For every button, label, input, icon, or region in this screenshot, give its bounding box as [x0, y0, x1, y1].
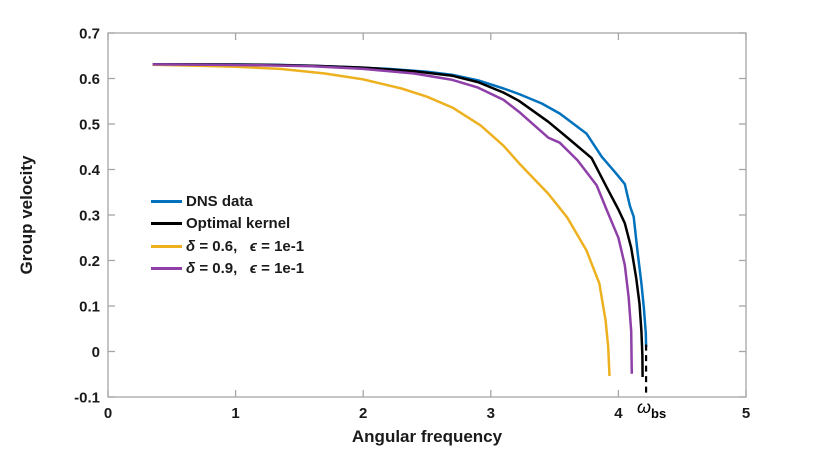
legend-swatch [151, 199, 182, 203]
legend-swatch [151, 267, 182, 271]
omega-subscript: bs [651, 406, 667, 421]
legend-item: Optimal kernel [151, 213, 304, 236]
x-tick-label: 1 [231, 405, 239, 422]
y-axis-label: Group velocity [17, 155, 36, 275]
x-tick-label: 3 [487, 405, 495, 422]
y-tick-label: -0.1 [74, 390, 100, 407]
y-tick-label: 0.1 [79, 299, 100, 316]
y-tick-label: 0 [92, 344, 100, 361]
x-tick-label: 0 [104, 405, 112, 422]
legend: DNS data Optimal kernel δ = 0.6, ϵ = 1e-1 δ… [151, 190, 304, 280]
x-tick-label: 4 [614, 405, 623, 422]
legend-swatch [151, 244, 182, 248]
x-tick-label: 2 [359, 405, 367, 422]
y-tick-label: 0.7 [79, 26, 100, 43]
omega-bs-annotation: ωbs [637, 397, 666, 421]
legend-swatch [151, 222, 182, 226]
x-tick-label: 5 [742, 405, 750, 422]
legend-label: Optimal kernel [186, 215, 291, 233]
omega-symbol: ω [637, 397, 652, 417]
legend-label: δ = 0.9, ϵ = 1e-1 [186, 260, 305, 278]
legend-label: δ = 0.6, ϵ = 1e-1 [186, 237, 305, 255]
y-tick-label: 0.3 [79, 208, 100, 225]
y-tick-label: 0.6 [79, 71, 100, 88]
y-tick-label: 0.4 [79, 162, 101, 179]
legend-item: δ = 0.6, ϵ = 1e-1 [151, 235, 304, 258]
legend-item: DNS data [151, 190, 304, 213]
series-line-0-9-1e-1 [152, 63, 634, 374]
series-line-0-6-1e-1 [152, 63, 611, 377]
y-tick-label: 0.2 [79, 253, 100, 270]
legend-item: δ = 0.9, ϵ = 1e-1 [151, 258, 304, 281]
x-axis-label: Angular frequency [351, 427, 503, 446]
legend-label: DNS data [186, 192, 253, 210]
y-tick-label: 0.5 [79, 117, 100, 134]
